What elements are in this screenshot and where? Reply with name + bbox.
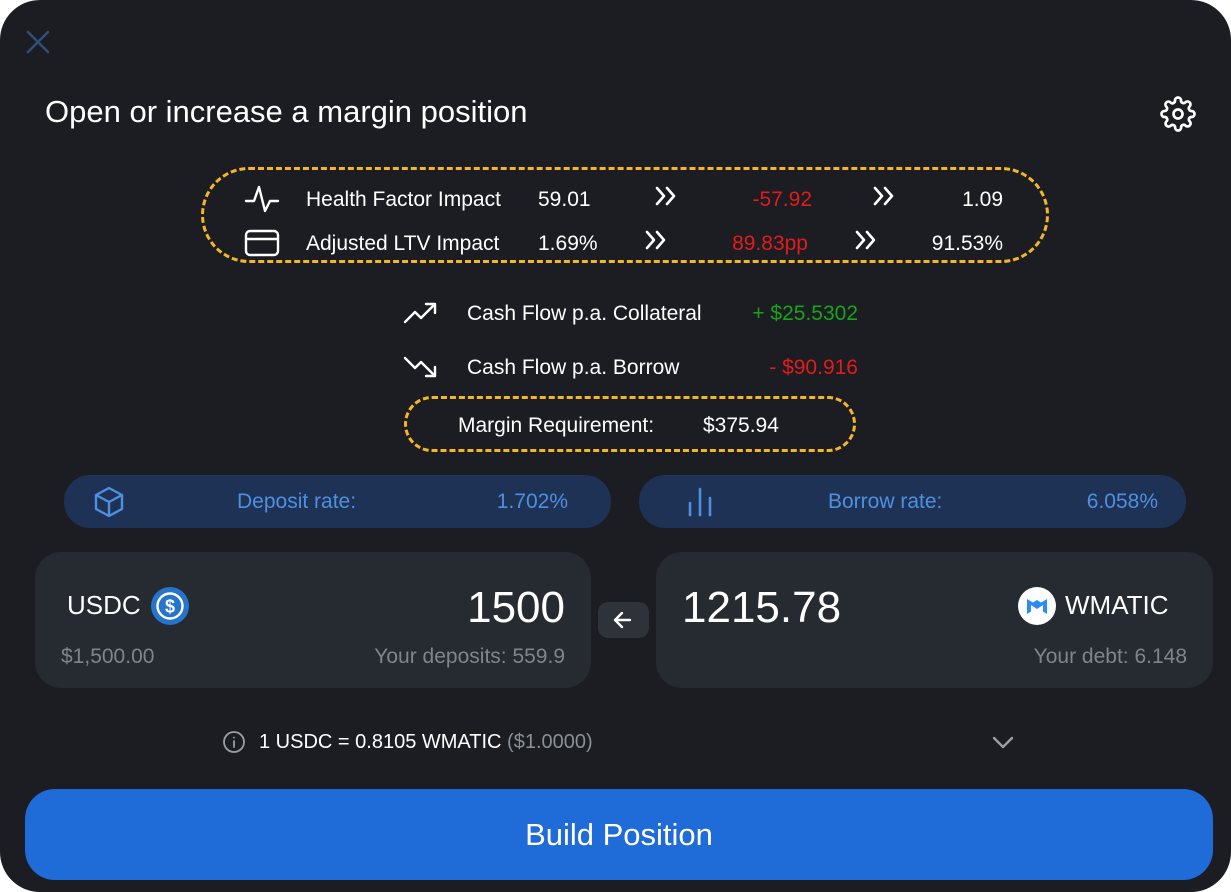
deposit-balance: Your deposits: 559.9 xyxy=(374,645,565,668)
margin-requirement: Margin Requirement: $375.94 xyxy=(404,396,856,452)
exchange-rate-usd: ($1.0000) xyxy=(507,731,593,753)
deposit-rate-pill: Deposit rate: 1.702% xyxy=(64,475,611,528)
exchange-rate-text: 1 USDC = 0.8105 WMATIC ($1.0000) xyxy=(259,731,593,754)
health-factor-result: 1.09 xyxy=(962,188,1003,211)
adjusted-ltv-label: Adjusted LTV Impact xyxy=(306,232,500,255)
health-factor-label: Health Factor Impact xyxy=(306,188,501,211)
impact-summary: Health Factor Impact 59.01 -57.92 1.09 A… xyxy=(201,167,1049,263)
adjusted-ltv-delta: 89.83pp xyxy=(732,232,808,255)
deposit-rate-label: Deposit rate: xyxy=(237,490,357,513)
borrow-rate-value: 6.058% xyxy=(1086,490,1158,513)
deposit-usd-value: $1,500.00 xyxy=(61,645,155,668)
health-factor-delta: -57.92 xyxy=(752,188,812,211)
cash-flow-borrow-value: - $90.916 xyxy=(769,356,858,379)
arrow-left-icon xyxy=(613,611,632,629)
pulse-icon xyxy=(244,185,280,213)
cash-flow-borrow-label: Cash Flow p.a. Borrow xyxy=(467,356,680,379)
info-icon xyxy=(223,731,245,753)
close-icon[interactable] xyxy=(24,28,52,56)
wmatic-token-icon xyxy=(1018,587,1056,625)
deposit-token-label[interactable]: USDC xyxy=(67,590,141,620)
adjusted-ltv-row: Adjusted LTV Impact 1.69% 89.83pp 91.53% xyxy=(204,220,1046,260)
gear-icon[interactable] xyxy=(1160,96,1196,132)
adjusted-ltv-result: 91.53% xyxy=(931,232,1003,255)
double-chevron-right-icon xyxy=(655,186,676,206)
borrow-token-label[interactable]: WMATIC xyxy=(1065,590,1169,620)
deposit-amount-input[interactable] xyxy=(285,582,565,634)
double-chevron-right-icon xyxy=(645,230,666,250)
health-factor-row: Health Factor Impact 59.01 -57.92 1.09 xyxy=(204,176,1046,216)
build-position-button[interactable]: Build Position xyxy=(25,789,1213,880)
svg-text:$: $ xyxy=(165,597,175,617)
cash-flow-borrow-row: Cash Flow p.a. Borrow - $90.916 xyxy=(400,350,860,386)
cash-flow-collateral-value: + $25.5302 xyxy=(752,302,858,325)
usdc-token-icon: $ xyxy=(151,587,189,625)
deposit-rate-value: 1.702% xyxy=(496,490,568,513)
double-chevron-right-icon xyxy=(873,186,894,206)
deposit-card: USDC $ $1,500.00 Your deposits: 559.9 xyxy=(35,552,591,688)
chevron-down-icon[interactable] xyxy=(990,730,1016,754)
trending-down-icon xyxy=(403,356,437,378)
trending-up-icon xyxy=(403,302,437,324)
health-factor-current: 59.01 xyxy=(538,188,591,211)
borrow-balance: Your debt: 6.148 xyxy=(1033,645,1187,668)
margin-requirement-label: Margin Requirement: xyxy=(458,414,655,437)
borrow-amount-input[interactable] xyxy=(682,582,972,634)
cube-icon xyxy=(94,486,124,518)
double-chevron-right-icon xyxy=(855,230,876,250)
adjusted-ltv-current: 1.69% xyxy=(538,232,598,255)
cash-flow-collateral-row: Cash Flow p.a. Collateral + $25.5302 xyxy=(400,296,860,332)
borrow-rate-label: Borrow rate: xyxy=(828,490,943,513)
credit-card-icon xyxy=(244,229,280,257)
exchange-rate-value: 1 USDC = 0.8105 WMATIC xyxy=(259,731,502,753)
cash-flow-collateral-label: Cash Flow p.a. Collateral xyxy=(467,302,702,325)
borrow-rate-pill: Borrow rate: 6.058% xyxy=(639,475,1186,528)
page-title: Open or increase a margin position xyxy=(45,94,528,129)
margin-requirement-value: $375.94 xyxy=(703,414,779,437)
borrow-card: WMATIC Your debt: 6.148 xyxy=(656,552,1213,688)
bar-chart-icon xyxy=(688,487,712,517)
swap-direction-button[interactable] xyxy=(598,602,649,638)
